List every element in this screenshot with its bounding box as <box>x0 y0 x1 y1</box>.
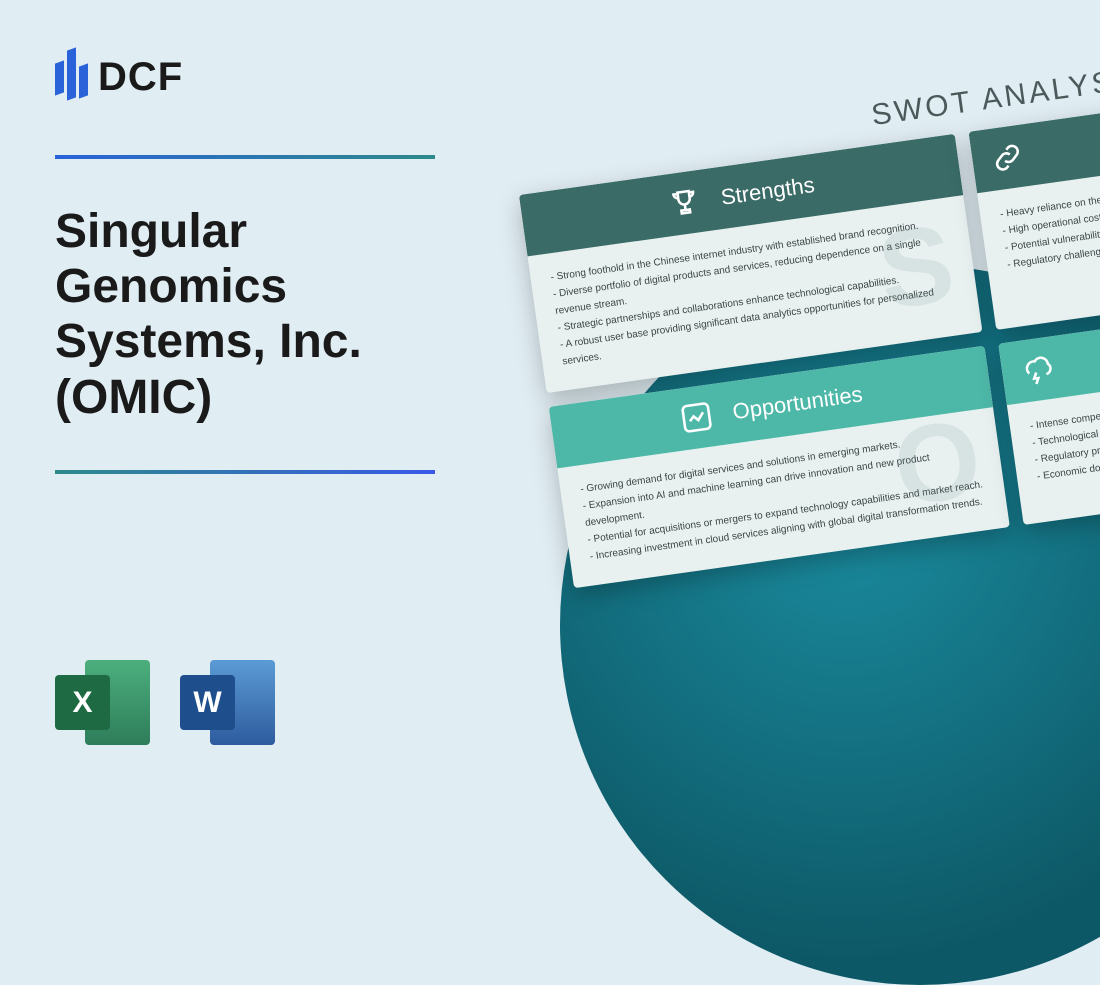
swot-strengths-label: Strengths <box>719 172 816 211</box>
swot-analysis: SWOT ANALYSIS Strengths S Strong foothol… <box>512 55 1100 588</box>
word-badge-letter: W <box>180 675 235 730</box>
logo: DCF <box>55 55 485 100</box>
divider-top <box>55 155 435 159</box>
swot-weaknesses-card: Heavy reliance on the domesti High opera… <box>968 98 1100 329</box>
excel-icon[interactable]: X <box>55 655 150 750</box>
trophy-icon <box>665 184 703 222</box>
threats-list: Intense competition Technological disru … <box>1029 390 1100 485</box>
logo-text: DCF <box>98 55 183 100</box>
weaknesses-list: Heavy reliance on the domesti High opera… <box>999 178 1100 273</box>
excel-badge-letter: X <box>55 675 110 730</box>
link-icon <box>988 138 1026 176</box>
swot-threats-card: Intense competition Technological disru … <box>998 310 1100 525</box>
word-icon[interactable]: W <box>180 655 275 750</box>
page-title: Singular Genomics Systems, Inc. (OMIC) <box>55 204 485 425</box>
chart-icon <box>677 398 715 436</box>
logo-icon <box>55 57 88 99</box>
divider-bottom <box>55 470 435 474</box>
storm-icon <box>1018 350 1056 388</box>
swot-opportunities-label: Opportunities <box>731 381 864 425</box>
